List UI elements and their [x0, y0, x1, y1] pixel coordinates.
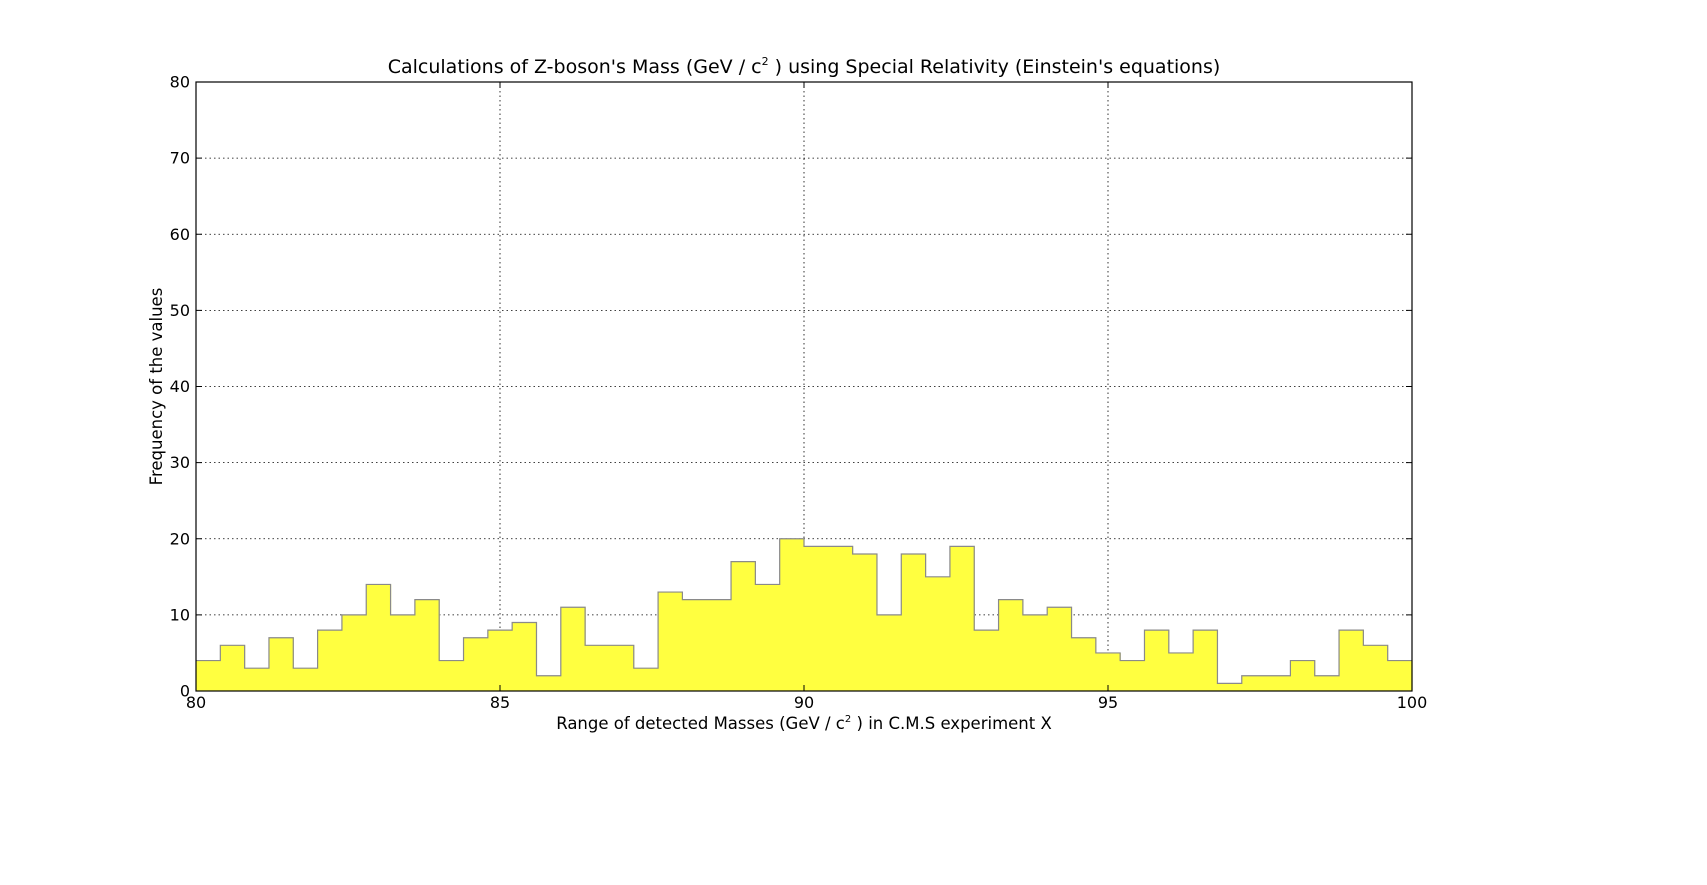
histogram-bar — [804, 546, 829, 691]
histogram-bar — [974, 630, 1000, 691]
histogram-bar — [220, 645, 246, 691]
histogram-bar — [998, 599, 1024, 691]
histogram-bar — [341, 614, 367, 691]
histogram-bar — [414, 599, 440, 691]
histogram-bar — [852, 553, 878, 691]
chart-title-text: Calculations of Z-boson's Mass (GeV / c — [388, 56, 762, 78]
histogram-bar — [1217, 683, 1243, 691]
histogram-bar — [487, 630, 513, 691]
histogram-bar — [560, 607, 586, 691]
x-axis-label-text-end: ) in C.M.S experiment X — [851, 714, 1052, 733]
histogram-bar — [244, 668, 270, 691]
histogram-outline — [196, 538, 1412, 684]
histogram-bar — [1241, 675, 1267, 691]
chart-title-superscript: 2 — [762, 55, 769, 68]
x-tick-label: 90 — [794, 693, 814, 712]
y-tick-label: 0 — [180, 682, 190, 701]
grid-lines — [196, 82, 1412, 691]
y-tick-label: 50 — [170, 301, 190, 320]
histogram-bar — [1144, 630, 1170, 691]
x-tick-label: 80 — [186, 693, 206, 712]
x-tick-label: 95 — [1098, 693, 1118, 712]
histogram-bar — [1168, 652, 1194, 691]
y-tick-label: 40 — [170, 377, 190, 396]
histogram-bar — [317, 630, 343, 691]
histogram-bar — [439, 660, 465, 691]
histogram-bar — [463, 637, 489, 691]
histogram-bar — [293, 668, 319, 691]
histogram-bar — [755, 584, 781, 691]
chart-title: Calculations of Z-boson's Mass (GeV / c2… — [388, 55, 1221, 78]
y-tick-label: 80 — [170, 73, 190, 92]
histogram-bar — [1290, 660, 1316, 691]
histogram-bar — [1314, 675, 1340, 691]
histogram-bar — [682, 599, 708, 691]
histogram-bar — [268, 637, 294, 691]
y-tick-label: 70 — [170, 149, 190, 168]
histogram-bar — [876, 614, 902, 691]
y-tick-label: 60 — [170, 225, 190, 244]
histogram-bar — [658, 592, 683, 691]
x-tick-label: 85 — [490, 693, 510, 712]
chart-title-text-end: ) using Special Relativity (Einstein's e… — [769, 56, 1221, 78]
histogram-bar — [512, 622, 538, 691]
histogram-bar — [1095, 652, 1121, 691]
histogram-bar — [1022, 614, 1048, 691]
histogram-bar — [1193, 630, 1219, 691]
histogram-bar — [390, 614, 416, 691]
histogram-bar — [731, 561, 756, 691]
histogram-bar — [1120, 660, 1146, 691]
x-axis-label-text: Range of detected Masses (GeV / c — [556, 714, 845, 733]
axis-ticks: 80 85 90 95 100 0 10 20 30 40 50 60 70 80 — [170, 73, 1428, 713]
y-axis-label: Frequency of the values — [147, 288, 166, 486]
histogram-bar — [779, 538, 805, 691]
x-axis-label-superscript: 2 — [845, 714, 851, 725]
y-tick-label: 20 — [170, 529, 190, 548]
histogram-bar — [196, 660, 221, 691]
histogram-bar — [1047, 607, 1073, 691]
histogram-bar — [1363, 645, 1389, 691]
histogram-bar — [828, 546, 854, 691]
histogram-bar — [633, 668, 659, 691]
x-axis-label: Range of detected Masses (GeV / c2 ) in … — [556, 714, 1052, 733]
y-tick-label: 30 — [170, 453, 190, 472]
histogram-bar — [609, 645, 635, 691]
histogram-bar — [901, 553, 927, 691]
histogram-bar — [949, 546, 975, 691]
x-tick-label: 100 — [1397, 693, 1428, 712]
histogram-bar — [1387, 660, 1413, 691]
histogram-bar — [536, 675, 562, 691]
histogram-bar — [925, 576, 951, 691]
histogram-bar — [1071, 637, 1097, 691]
histogram-bars — [196, 538, 1413, 691]
histogram-bar — [585, 645, 611, 691]
y-tick-label: 10 — [170, 605, 190, 624]
histogram-bar — [1266, 675, 1291, 691]
histogram-bar — [366, 584, 392, 691]
histogram-bar — [1339, 630, 1364, 691]
histogram-bar — [706, 599, 732, 691]
